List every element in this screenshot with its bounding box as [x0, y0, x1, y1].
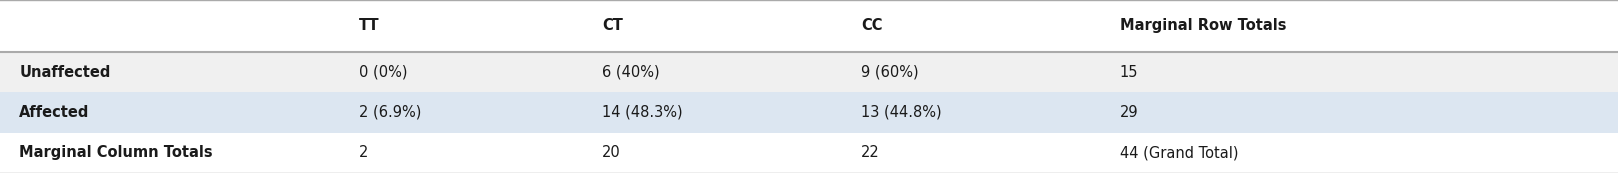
Text: 0 (0%): 0 (0%) — [359, 65, 408, 80]
Text: 2 (6.9%): 2 (6.9%) — [359, 105, 422, 120]
Text: 22: 22 — [861, 145, 880, 160]
Text: Unaffected: Unaffected — [19, 65, 110, 80]
Text: TT: TT — [359, 19, 380, 33]
Text: 20: 20 — [602, 145, 621, 160]
Text: 29: 29 — [1120, 105, 1139, 120]
Bar — [0, 92, 1618, 133]
Bar — [0, 52, 1618, 92]
Text: 2: 2 — [359, 145, 369, 160]
Text: 9 (60%): 9 (60%) — [861, 65, 919, 80]
Text: 44 (Grand Total): 44 (Grand Total) — [1120, 145, 1238, 160]
Text: 15: 15 — [1120, 65, 1137, 80]
Text: 13 (44.8%): 13 (44.8%) — [861, 105, 942, 120]
Text: CC: CC — [861, 19, 882, 33]
Text: Marginal Row Totals: Marginal Row Totals — [1120, 19, 1286, 33]
Text: Marginal Column Totals: Marginal Column Totals — [19, 145, 214, 160]
Bar — [0, 0, 1618, 52]
Text: Affected: Affected — [19, 105, 89, 120]
Bar — [0, 133, 1618, 173]
Text: 14 (48.3%): 14 (48.3%) — [602, 105, 683, 120]
Text: CT: CT — [602, 19, 623, 33]
Text: 6 (40%): 6 (40%) — [602, 65, 660, 80]
